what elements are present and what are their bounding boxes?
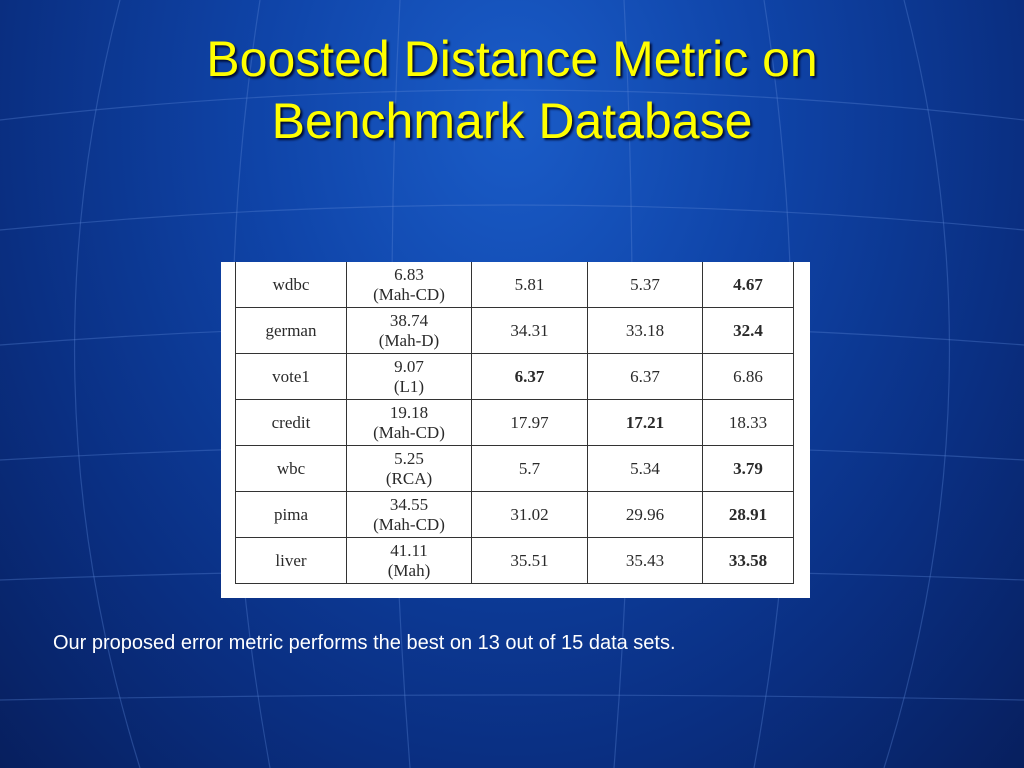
baseline-method: (Mah-CD): [373, 284, 445, 304]
error-value-cell: 4.67: [702, 262, 794, 308]
error-value-cell: 29.96: [587, 491, 703, 538]
dataset-name-cell: wdbc: [235, 262, 347, 308]
error-value-cell: 33.58: [702, 537, 794, 584]
results-table: wdbc 6.83 (Mah-CD) 5.81 5.37 4.67 german 38.74(…: [235, 262, 794, 584]
baseline-method: (RCA): [385, 468, 433, 488]
error-value-cell: 5.7: [471, 445, 588, 492]
slide-caption: Our proposed error metric performs the b…: [53, 632, 676, 654]
baseline-cell: 19.18 (Mah-CD): [346, 399, 472, 446]
table-row: credit 19.18 (Mah-CD) 17.97 17.21 18.33: [235, 399, 794, 446]
baseline-cell: 38.74 (Mah-D): [346, 307, 472, 354]
error-value-cell: 17.21: [587, 399, 703, 446]
error-value-cell: 31.02: [471, 491, 588, 538]
baseline-method: (Mah-D): [378, 330, 440, 350]
error-value-cell: 32.4: [702, 307, 794, 354]
table-row: liver 41.11 (Mah) 35.51 35.43 33.58: [235, 537, 794, 584]
table-row: wdbc 6.83 (Mah-CD) 5.81 5.37 4.67: [235, 262, 794, 308]
error-value-cell: 6.37: [587, 353, 703, 400]
slide-title: Boosted Distance Metric on Benchmark Dat…: [0, 28, 1024, 152]
slide-title-line-2: Benchmark Database: [271, 93, 753, 149]
table-row: vote1 9.07 (L1) 6.37 6.37 6.86: [235, 353, 794, 400]
error-value-cell: 3.79: [702, 445, 794, 492]
baseline-value: 9.07: [394, 356, 424, 376]
dataset-name-cell: liver: [235, 537, 347, 584]
error-value-cell: 34.31: [471, 307, 588, 354]
baseline-cell: 34.55 (Mah-CD): [346, 491, 472, 538]
baseline-cell: 41.11 (Mah): [346, 537, 472, 584]
baseline-method: (Mah): [387, 560, 431, 580]
dataset-name-cell: vote1: [235, 353, 347, 400]
dataset-name-cell: german: [235, 307, 347, 354]
error-value-cell: 6.37: [471, 353, 588, 400]
baseline-value: 5.25: [394, 448, 424, 468]
baseline-value: 41.11: [390, 540, 428, 560]
slide-title-line-1: Boosted Distance Metric on: [206, 31, 818, 87]
baseline-cell: 9.07 (L1): [346, 353, 472, 400]
dataset-name-cell: wbc: [235, 445, 347, 492]
table-row: pima 34.55 (Mah-CD) 31.02 29.96 28.91: [235, 491, 794, 538]
error-value-cell: 5.81: [471, 262, 588, 308]
baseline-method: (Mah-CD): [373, 514, 445, 534]
error-value-cell: 35.43: [587, 537, 703, 584]
baseline-value: 38.74: [389, 310, 429, 330]
baseline-cell: 6.83 (Mah-CD): [346, 262, 472, 308]
error-value-cell: 35.51: [471, 537, 588, 584]
error-value-cell: 33.18: [587, 307, 703, 354]
table-row: wbc 5.25 (RCA) 5.7 5.34 3.79: [235, 445, 794, 492]
table-row: german 38.74 (Mah-D) 34.31 33.18 32.4: [235, 307, 794, 354]
baseline-value: 6.83: [394, 264, 424, 284]
dataset-name-cell: pima: [235, 491, 347, 538]
error-value-cell: 5.34: [587, 445, 703, 492]
error-value-cell: 17.97: [471, 399, 588, 446]
dataset-name-cell: credit: [235, 399, 347, 446]
baseline-method: (Mah-CD): [373, 422, 445, 442]
baseline-cell: 5.25 (RCA): [346, 445, 472, 492]
baseline-value: 19.18: [389, 402, 429, 422]
results-table-image: wdbc 6.83 (Mah-CD) 5.81 5.37 4.67 german 38.74(…: [221, 262, 810, 598]
baseline-value: 34.55: [389, 494, 429, 514]
error-value-cell: 28.91: [702, 491, 794, 538]
error-value-cell: 6.86: [702, 353, 794, 400]
baseline-method: (L1): [393, 376, 425, 396]
error-value-cell: 18.33: [702, 399, 794, 446]
error-value-cell: 5.37: [587, 262, 703, 308]
